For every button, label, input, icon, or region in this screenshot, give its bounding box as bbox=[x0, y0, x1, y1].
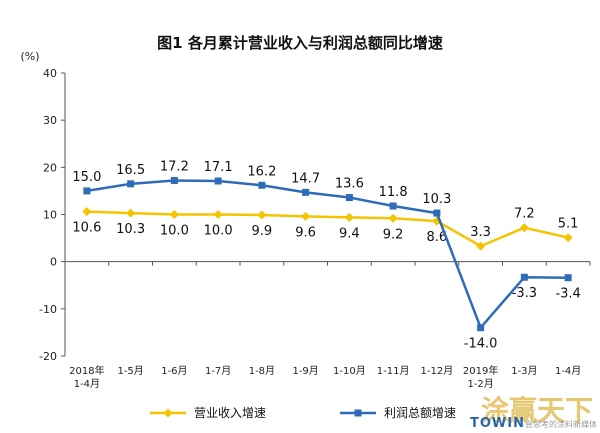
x-tick-label: 1-12月 bbox=[421, 365, 454, 377]
x-tick-label: 1-3月 bbox=[511, 365, 537, 377]
data-point bbox=[433, 209, 441, 217]
data-point bbox=[302, 188, 310, 196]
data-label: 17.2 bbox=[160, 160, 189, 175]
data-label: 9.9 bbox=[252, 224, 273, 239]
series-line-1 bbox=[86, 210, 569, 248]
x-tick-label-line: 1-9月 bbox=[292, 365, 318, 377]
y-tick-label: -20 bbox=[39, 350, 57, 363]
x-tick-label-line: 2019年 bbox=[463, 364, 498, 377]
x-tick-label: 1-5月 bbox=[117, 365, 143, 377]
data-point bbox=[519, 223, 529, 233]
data-label: 17.1 bbox=[204, 160, 233, 175]
x-tick-label: 2018年 1-4月 bbox=[69, 364, 104, 390]
y-tick-label: 20 bbox=[43, 161, 57, 174]
data-label: 13.6 bbox=[335, 177, 364, 192]
data-label: 16.5 bbox=[116, 163, 145, 178]
data-label: 9.6 bbox=[295, 225, 316, 240]
data-point bbox=[170, 177, 178, 185]
x-tick-label: 1-8月 bbox=[249, 365, 275, 377]
x-tick-label-line: 1-4月 bbox=[74, 378, 100, 390]
data-point bbox=[563, 233, 573, 243]
x-tick-label-line: 1-6月 bbox=[161, 365, 187, 377]
x-tick-label-line: 1-7月 bbox=[205, 365, 231, 377]
data-label: 15.0 bbox=[72, 170, 101, 185]
data-point bbox=[214, 177, 222, 185]
data-point bbox=[169, 210, 179, 219]
data-label: 10.6 bbox=[72, 221, 101, 236]
legend-label: 营业收入增速 bbox=[194, 406, 266, 420]
watermark: 涂赢天下 TOWIN 会思考的涂料新媒体 bbox=[470, 394, 597, 431]
data-point bbox=[389, 202, 397, 210]
y-tick-label: 40 bbox=[43, 67, 57, 80]
data-label: 14.7 bbox=[291, 171, 320, 186]
data-point bbox=[520, 273, 528, 281]
data-point bbox=[388, 213, 398, 223]
y-tick-label: 0 bbox=[50, 256, 57, 269]
data-label: 7.2 bbox=[514, 207, 535, 222]
data-label: 9.4 bbox=[339, 226, 360, 241]
data-label: 10.0 bbox=[204, 224, 233, 239]
data-point bbox=[301, 211, 311, 221]
x-tick-label-line: 1-2月 bbox=[467, 378, 493, 390]
data-label: -14.0 bbox=[464, 337, 498, 352]
data-point bbox=[476, 241, 486, 251]
data-point bbox=[83, 187, 91, 195]
data-point bbox=[126, 208, 136, 218]
data-label: 16.2 bbox=[247, 164, 276, 179]
data-label: 11.8 bbox=[379, 185, 408, 200]
data-point bbox=[477, 324, 485, 332]
x-tick-label-line: 1-4月 bbox=[555, 365, 581, 377]
data-label: 10.3 bbox=[116, 222, 145, 237]
x-tick-label-line: 1-11月 bbox=[377, 365, 410, 377]
x-tick-label: 1-11月 bbox=[377, 365, 410, 377]
x-tick-label: 1-7月 bbox=[205, 365, 231, 377]
data-point bbox=[257, 210, 267, 220]
data-label: 8.6 bbox=[427, 230, 448, 245]
data-label: 10.0 bbox=[160, 224, 189, 239]
y-tick-label: 30 bbox=[43, 114, 57, 127]
data-label: 10.3 bbox=[422, 192, 451, 207]
data-label: -3.4 bbox=[555, 287, 580, 302]
x-tick-label: 1-4月 bbox=[555, 365, 581, 377]
watermark-brand: TOWIN bbox=[470, 416, 525, 431]
x-tick-label-line: 1-10月 bbox=[333, 365, 366, 377]
data-point bbox=[213, 210, 223, 219]
data-point bbox=[127, 180, 135, 188]
x-tick-label: 1-9月 bbox=[292, 365, 318, 377]
x-tick-label-line: 1-3月 bbox=[511, 365, 537, 377]
data-point bbox=[344, 212, 354, 222]
x-tick-label-line: 2018年 bbox=[69, 364, 104, 377]
data-label: 3.3 bbox=[470, 225, 491, 240]
data-label: -3.3 bbox=[512, 286, 537, 301]
y-axis-unit: (%) bbox=[20, 50, 39, 63]
data-label: 5.1 bbox=[558, 217, 579, 232]
data-point bbox=[345, 194, 353, 202]
legend-marker bbox=[163, 408, 173, 418]
data-point bbox=[564, 274, 572, 282]
x-tick-label-line: 1-12月 bbox=[421, 365, 454, 377]
data-point bbox=[82, 207, 92, 217]
x-tick-label-line: 1-8月 bbox=[249, 365, 275, 377]
data-point bbox=[258, 181, 266, 189]
watermark-logo-text: 涂赢天下 bbox=[481, 394, 593, 427]
plot-area: 10.6 10.3 10.0 10.0 9.9 9.6 9.4 9.2 8.6 3.3 7.2 5.1… bbox=[72, 160, 580, 352]
y-tick-label: -10 bbox=[39, 303, 57, 316]
watermark-subtitle: 会思考的涂料新媒体 bbox=[525, 419, 597, 429]
series-line-2 bbox=[86, 179, 569, 329]
legend: 营业收入增速 利润总额增速 bbox=[150, 406, 456, 420]
x-tick-label: 1-6月 bbox=[161, 365, 187, 377]
x-tick-label-line: 1-5月 bbox=[117, 365, 143, 377]
x-tick-label: 1-10月 bbox=[333, 365, 366, 377]
legend-label: 利润总额增速 bbox=[384, 406, 456, 420]
legend-marker bbox=[354, 409, 362, 417]
chart-title: 图1 各月累计营业收入与利润总额同比增速 bbox=[157, 34, 443, 52]
y-tick-label: 10 bbox=[43, 209, 57, 222]
data-label: 9.2 bbox=[383, 227, 404, 242]
x-tick-label: 2019年 1-2月 bbox=[463, 364, 498, 390]
